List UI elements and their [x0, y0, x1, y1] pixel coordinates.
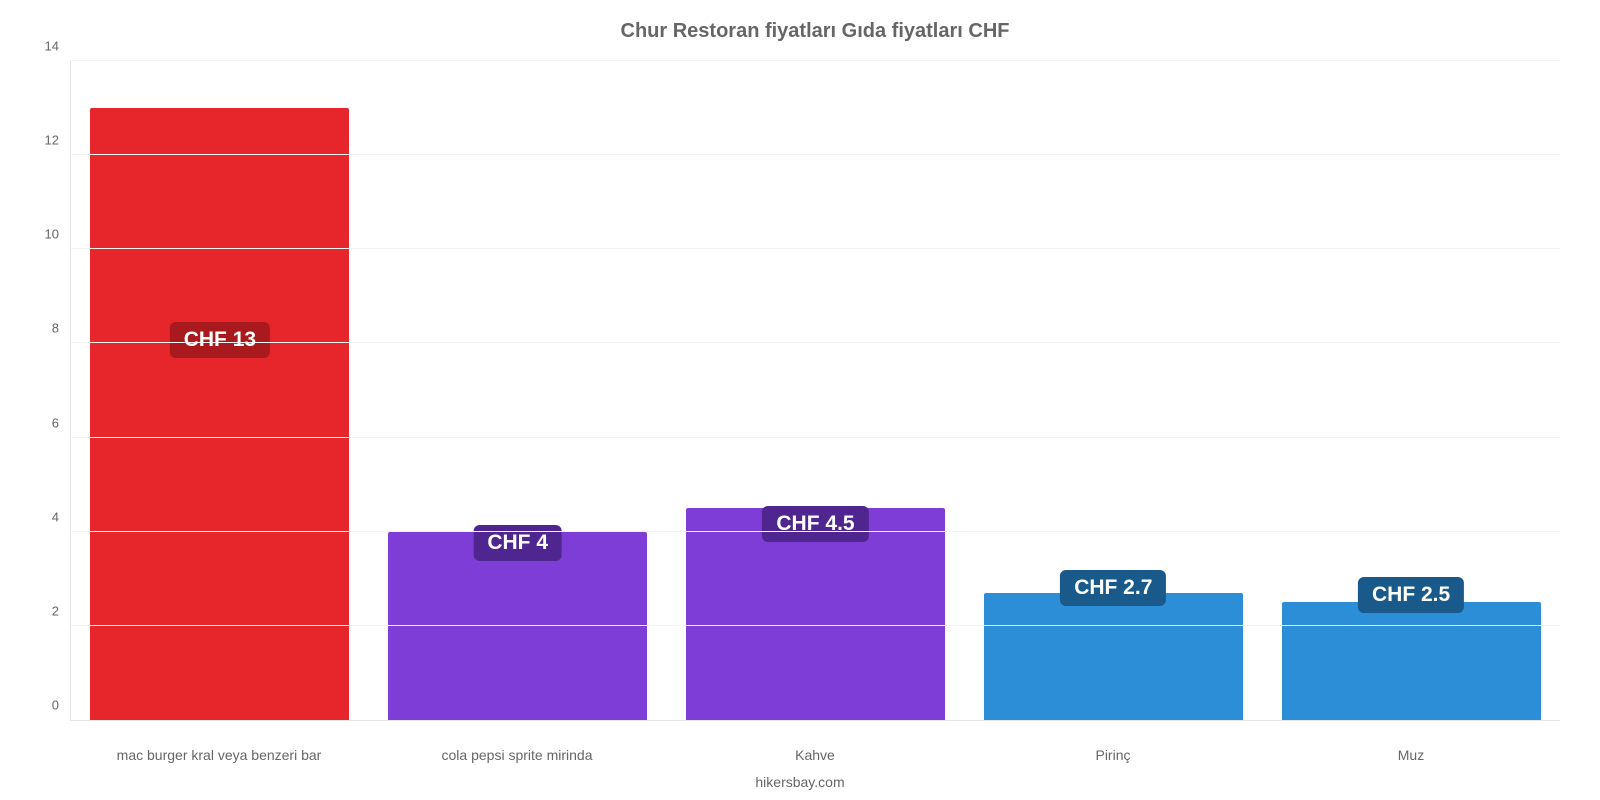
x-axis-label: Pirinç: [964, 741, 1262, 764]
attribution-text: hikersbay.com: [0, 774, 1600, 790]
x-axis-label: Kahve: [666, 741, 964, 764]
gridline: [71, 437, 1560, 438]
value-badge: CHF 2.5: [1358, 577, 1464, 613]
gridline: [71, 342, 1560, 343]
bar: [1282, 602, 1541, 720]
x-axis-labels: mac burger kral veya benzeri barcola pep…: [70, 741, 1560, 764]
bar: [90, 108, 349, 720]
bar: [984, 593, 1243, 720]
gridline: [71, 625, 1560, 626]
y-tick-label: 8: [52, 321, 71, 336]
plot-area: CHF 13CHF 4CHF 4.5CHF 2.7CHF 2.5 0246810…: [70, 61, 1560, 721]
y-tick-label: 12: [45, 133, 71, 148]
bar-slot: CHF 4: [369, 61, 667, 720]
gridline: [71, 531, 1560, 532]
gridline: [71, 154, 1560, 155]
x-axis-label: mac burger kral veya benzeri bar: [70, 741, 368, 764]
bars-container: CHF 13 CHF 4 CHF 4.5 CHF 2.7 CHF 2.5: [71, 61, 1560, 720]
bar-slot: CHF 13: [71, 61, 369, 720]
y-tick-label: 0: [52, 698, 71, 713]
bar-slot: CHF 2.7: [964, 61, 1262, 720]
value-badge: CHF 2.7: [1060, 570, 1166, 606]
gridline: [71, 60, 1560, 61]
x-axis-label: Muz: [1262, 741, 1560, 764]
gridline: [71, 248, 1560, 249]
bar-slot: CHF 4.5: [667, 61, 965, 720]
y-tick-label: 4: [52, 509, 71, 524]
y-tick-label: 10: [45, 227, 71, 242]
value-badge: CHF 13: [170, 322, 270, 358]
chart-title: Chur Restoran fiyatları Gıda fiyatları C…: [70, 20, 1560, 43]
price-bar-chart: Chur Restoran fiyatları Gıda fiyatları C…: [0, 0, 1600, 800]
x-axis-label: cola pepsi sprite mirinda: [368, 741, 666, 764]
value-badge: CHF 4.5: [762, 506, 868, 542]
y-tick-label: 6: [52, 415, 71, 430]
y-tick-label: 2: [52, 603, 71, 618]
y-tick-label: 14: [45, 39, 71, 54]
bar-slot: CHF 2.5: [1262, 61, 1560, 720]
